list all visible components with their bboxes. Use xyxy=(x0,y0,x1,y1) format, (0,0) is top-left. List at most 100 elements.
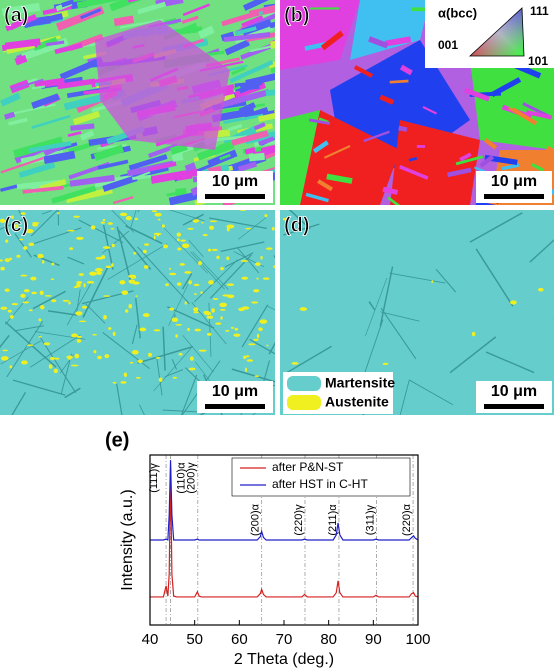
austenite-grain xyxy=(226,226,230,232)
boundary xyxy=(283,223,320,236)
austenite-grain xyxy=(105,265,112,269)
scale-bar xyxy=(205,194,265,199)
austenite-grain xyxy=(86,281,95,284)
grain xyxy=(31,93,60,109)
austenite-grain xyxy=(32,223,39,227)
lath xyxy=(501,163,520,171)
austenite-grain xyxy=(212,298,219,300)
grain xyxy=(1,2,41,17)
austenite-grain xyxy=(234,327,239,331)
panel-label: (b) xyxy=(284,4,310,26)
grain xyxy=(16,179,61,190)
austenite-grain xyxy=(112,331,116,336)
austenite-grain xyxy=(187,327,190,332)
austenite-grain xyxy=(14,224,19,228)
austenite-grain xyxy=(163,244,169,249)
boundary xyxy=(47,310,78,316)
austenite-grain xyxy=(153,232,162,236)
scale-bar-label: 10 μm xyxy=(212,173,258,190)
prior-grain xyxy=(95,20,230,150)
austenite-grain xyxy=(28,242,35,246)
lath xyxy=(422,105,438,115)
grain xyxy=(245,70,275,87)
lath xyxy=(508,105,538,126)
panel-label: (a) xyxy=(4,4,28,26)
grain xyxy=(32,37,58,51)
austenite-grain xyxy=(75,311,83,316)
lath xyxy=(446,167,472,178)
austenite-grain xyxy=(299,307,308,311)
peak-label: (220)γ xyxy=(293,504,305,536)
austenite-grain xyxy=(204,312,212,316)
austenite-grain xyxy=(139,327,147,332)
scale-bar-label: 10 μm xyxy=(491,383,537,400)
boundary xyxy=(249,338,275,355)
boundary xyxy=(379,266,394,327)
grain xyxy=(34,77,65,89)
grain xyxy=(31,85,46,90)
grain xyxy=(268,171,275,181)
grain xyxy=(262,10,275,18)
legend-label: after P&N-ST xyxy=(272,460,344,474)
ipf-corner: 001 xyxy=(438,38,458,52)
austenite-grain xyxy=(161,224,165,228)
lath xyxy=(398,125,408,132)
austenite-grain xyxy=(262,277,270,280)
grain xyxy=(112,196,134,205)
austenite-grain xyxy=(4,288,10,292)
lath xyxy=(326,173,353,184)
austenite-grain xyxy=(209,225,215,230)
austenite-grain xyxy=(431,280,434,283)
austenite-grain xyxy=(97,355,102,360)
austenite-grain xyxy=(175,334,178,338)
grain xyxy=(55,142,78,152)
grain xyxy=(242,0,275,11)
grain xyxy=(43,150,76,164)
lath xyxy=(379,94,395,105)
boundary xyxy=(12,379,66,396)
austenite-grain xyxy=(178,352,183,356)
austenite-grain xyxy=(128,304,133,309)
austenite-grain xyxy=(119,280,126,285)
grain xyxy=(223,113,264,124)
grain xyxy=(76,0,120,9)
boundary xyxy=(162,326,166,371)
grain xyxy=(175,170,193,181)
boundary xyxy=(181,273,193,290)
boundary xyxy=(0,340,42,365)
austenite-grain xyxy=(193,283,200,287)
boundary xyxy=(380,311,420,322)
lath xyxy=(363,130,390,143)
austenite-grain xyxy=(260,255,263,260)
austenite-grain xyxy=(16,254,21,258)
austenite-grain xyxy=(253,289,260,293)
austenite-grain xyxy=(266,344,269,347)
legend-box xyxy=(231,457,411,497)
austenite-grain xyxy=(107,222,113,225)
grain xyxy=(258,136,275,146)
panel-label: (e) xyxy=(105,429,129,451)
boundary xyxy=(182,213,205,226)
austenite-grain xyxy=(66,355,73,359)
boundary xyxy=(18,210,24,220)
austenite-grain xyxy=(241,276,249,280)
austenite-grain xyxy=(194,293,197,296)
grain xyxy=(14,54,28,66)
boundary xyxy=(180,374,198,415)
austenite-grain xyxy=(134,217,138,221)
grain xyxy=(238,161,258,172)
grain xyxy=(18,162,56,178)
grain xyxy=(3,111,16,120)
austenite-grain xyxy=(131,350,139,355)
grain xyxy=(0,92,21,107)
boundary xyxy=(469,212,523,243)
boundary xyxy=(283,345,332,375)
boundary xyxy=(34,331,86,340)
boundary xyxy=(14,233,32,258)
grain xyxy=(280,0,360,70)
grain xyxy=(57,78,96,90)
grain xyxy=(211,135,248,142)
grain xyxy=(10,78,44,91)
austenite-grain xyxy=(89,271,97,276)
austenite-grain xyxy=(253,338,259,341)
